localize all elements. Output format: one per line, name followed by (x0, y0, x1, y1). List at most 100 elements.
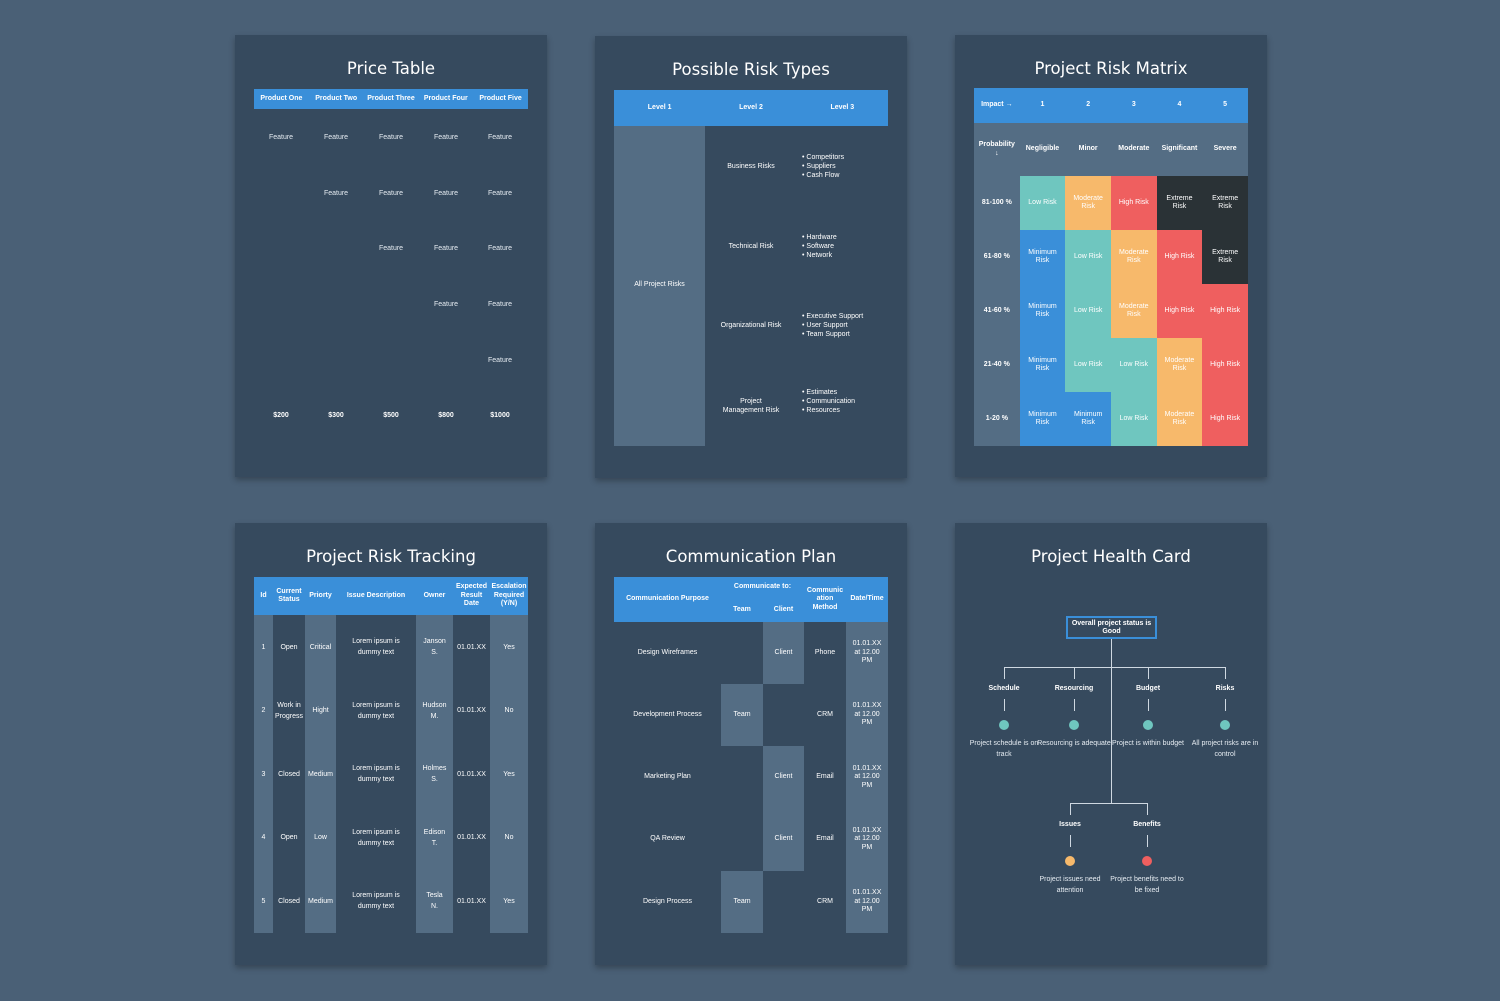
feature-cell: Feature (487, 189, 513, 197)
header-cell: Product Two (315, 95, 358, 102)
column-stripe (490, 615, 528, 933)
level2-label: Business Risks (727, 163, 775, 170)
connector-line (1070, 835, 1071, 847)
impact-name: Moderate (1110, 123, 1157, 176)
feature-cell: Feature (433, 245, 459, 253)
connector-line (1074, 699, 1075, 711)
risk-matrix-grid: Impact → 1 2 3 4 5 Probability ↓ Negligi… (974, 88, 1248, 446)
price-table-header: Product One Product Two Product Three Pr… (254, 89, 528, 109)
price-cell: $1000 (490, 412, 510, 419)
status-dot (999, 720, 1009, 730)
table-cell: 01.01.XX (457, 643, 486, 651)
team-cell (721, 746, 763, 808)
probability-range: 61-80 % (974, 230, 1020, 284)
level2-label: Technical Risk (728, 243, 774, 250)
risk-cell: Minimum Risk (1019, 230, 1066, 284)
status-dot (1142, 856, 1152, 866)
team-shade (721, 870, 763, 933)
purpose-cell: Development Process (633, 710, 702, 718)
health-card: Project Health Card Overall project stat… (955, 523, 1267, 965)
feature-cell: Feature (433, 189, 459, 197)
risk-cell: Minimum Risk (1019, 392, 1066, 446)
impact-number: 1 (1019, 88, 1066, 123)
risk-cell: Moderate Risk (1110, 284, 1157, 338)
header-datetime: Date/Time (850, 595, 884, 603)
method-cell: CRM (817, 897, 833, 905)
risk-cell: Low Risk (1065, 284, 1111, 338)
impact-name: Severe (1202, 123, 1248, 176)
table-cell: Lorem ipsum is dummy text (352, 828, 400, 847)
feature-cell: Feature (378, 134, 404, 141)
table-cell: Medium (308, 770, 333, 778)
branch-desc: Project benefits need to be fixed (1110, 876, 1184, 894)
risk-matrix-row: 1-20 % Minimum Risk Minimum Risk Low Risk Mo… (974, 392, 1248, 446)
header-method: Communic ation Method (806, 586, 844, 611)
level2-label: Organizational Risk (720, 322, 782, 329)
header-cell: Priorty (309, 591, 332, 599)
method-cell: Email (816, 835, 834, 843)
status-dot (1065, 856, 1075, 866)
datetime-cell: 01.01.XX at 12.00 PM (852, 640, 882, 665)
branch-label: Risks (1215, 685, 1235, 692)
branch-label: Resourcing (1054, 685, 1094, 692)
connector-line (1147, 835, 1148, 847)
table-cell: Tesla N. (426, 892, 443, 911)
table-cell: 01.01.XX (457, 770, 486, 778)
branch-desc: Resourcing is adequate (1037, 740, 1111, 747)
team-shade (721, 684, 763, 747)
level3-list: • Competitors • Suppliers • Cash Flow (802, 154, 845, 179)
table-cell: Janson S. (423, 638, 446, 656)
header-team: Team (733, 605, 751, 613)
level1-label: All Project Risks (634, 281, 685, 288)
table-cell: Work in Progress (274, 701, 303, 720)
feature-cell: Feature (487, 356, 513, 364)
feature-cell: Feature (323, 189, 349, 197)
table-cell: Yes (503, 897, 515, 905)
header-cell: Product Three (367, 95, 415, 102)
status-dot (1220, 720, 1230, 730)
header-purpose: Communication Purpose (626, 595, 709, 603)
header-cell: Product Four (423, 95, 468, 102)
header-cell: Level 1 (647, 104, 672, 111)
price-cell: $200 (273, 412, 289, 419)
impact-name-row: Probability ↓ Negligible Minor Moderate … (974, 123, 1248, 176)
client-cell (763, 684, 804, 746)
probability-range: 1-20 % (974, 392, 1020, 446)
risk-matrix-row: 81-100 % Low Risk Moderate Risk High Risk Ex… (974, 176, 1248, 230)
table-cell: 01.01.XX (457, 707, 486, 715)
feature-cell: Feature (378, 245, 404, 253)
risk-cell: Extreme Risk (1202, 230, 1248, 284)
table-cell: Hight (312, 707, 329, 715)
table-cell: Lorem ipsum is dummy text (352, 701, 400, 720)
client-cell: Client (774, 773, 793, 781)
connector-line (1111, 639, 1112, 804)
client-shade (763, 808, 804, 871)
team-cell: Team (733, 710, 751, 718)
method-cell: Email (816, 773, 834, 781)
header-cell: Level 2 (739, 104, 763, 111)
table-cell: Open (280, 643, 298, 651)
price-cell: $500 (383, 412, 399, 419)
connector-line (1074, 667, 1075, 679)
overall-status-box: Overall project status is Good (1066, 616, 1157, 639)
risk-cell: Minimum Risk (1019, 284, 1066, 338)
column-stripe (254, 615, 273, 933)
level2-label: Project Management Risk (722, 398, 780, 414)
connector-line (1070, 803, 1071, 815)
client-cell (763, 871, 804, 933)
purpose-cell: QA Review (650, 835, 685, 843)
method-cell: CRM (817, 710, 833, 718)
probability-label: Probability ↓ (974, 123, 1020, 176)
risk-cell: Low Risk (1065, 338, 1111, 392)
comm-header: Communication Purpose Communicate to: Te… (614, 577, 888, 622)
header-cell: Product Five (479, 95, 522, 102)
branch-label: Budget (1135, 685, 1161, 692)
risk-cell: Moderate Risk (1156, 392, 1203, 446)
table-cell: 01.01.XX (457, 834, 486, 842)
probability-range: 81-100 % (974, 176, 1020, 230)
risk-cell: Minimum Risk (1019, 338, 1066, 392)
risk-cell: Low Risk (1110, 338, 1157, 392)
team-cell: Team (733, 897, 751, 905)
probability-range: 21-40 % (974, 338, 1020, 392)
impact-number: 4 (1156, 88, 1203, 123)
